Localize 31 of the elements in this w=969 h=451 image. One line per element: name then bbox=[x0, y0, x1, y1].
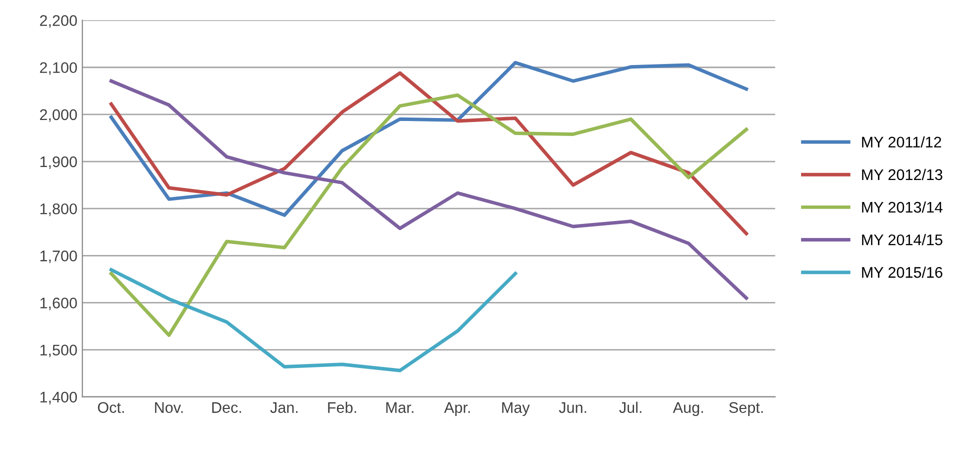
x-tick-label: Jan. bbox=[270, 402, 298, 413]
x-tick-label: Sept. bbox=[729, 402, 763, 416]
y-tick-label: 2,200 bbox=[40, 15, 77, 28]
line-series bbox=[110, 60, 748, 217]
legend-label: MY 2014/15 bbox=[862, 234, 942, 246]
legend-label: MY 2015/16 bbox=[862, 266, 942, 278]
x-tick-label: Oct. bbox=[98, 402, 124, 413]
y-tick-label: 1,900 bbox=[40, 156, 77, 170]
x-tick-label: Aug. bbox=[672, 402, 703, 416]
line-series bbox=[110, 71, 748, 236]
y-tick-label: 1,700 bbox=[40, 250, 77, 264]
x-tick-label: Jul. bbox=[619, 402, 642, 413]
x-tick-label: Mar. bbox=[386, 402, 414, 413]
y-tick-label: 1,600 bbox=[40, 298, 77, 310]
x-tick-label: Apr. bbox=[444, 402, 470, 416]
line-series bbox=[110, 93, 748, 337]
legend-label: MY 2012/13 bbox=[862, 168, 942, 180]
y-tick-label: 2,000 bbox=[40, 109, 77, 122]
x-tick-label: May bbox=[502, 402, 530, 416]
line-series bbox=[110, 268, 518, 372]
line-series bbox=[110, 79, 748, 300]
y-tick-label: 2,100 bbox=[40, 62, 77, 75]
x-tick-label: Jun. bbox=[558, 402, 586, 413]
legend-label: MY 2013/14 bbox=[862, 201, 943, 213]
legend-label: MY 2011/12 bbox=[862, 136, 942, 148]
x-tick-label: Feb. bbox=[328, 402, 356, 413]
y-tick-label: 1,400 bbox=[40, 392, 77, 404]
x-tick-label: Dec. bbox=[212, 402, 242, 413]
y-tick-label: 1,800 bbox=[40, 203, 77, 216]
x-tick-label: Nov. bbox=[155, 402, 183, 413]
y-tick-label: 1,500 bbox=[40, 344, 77, 358]
